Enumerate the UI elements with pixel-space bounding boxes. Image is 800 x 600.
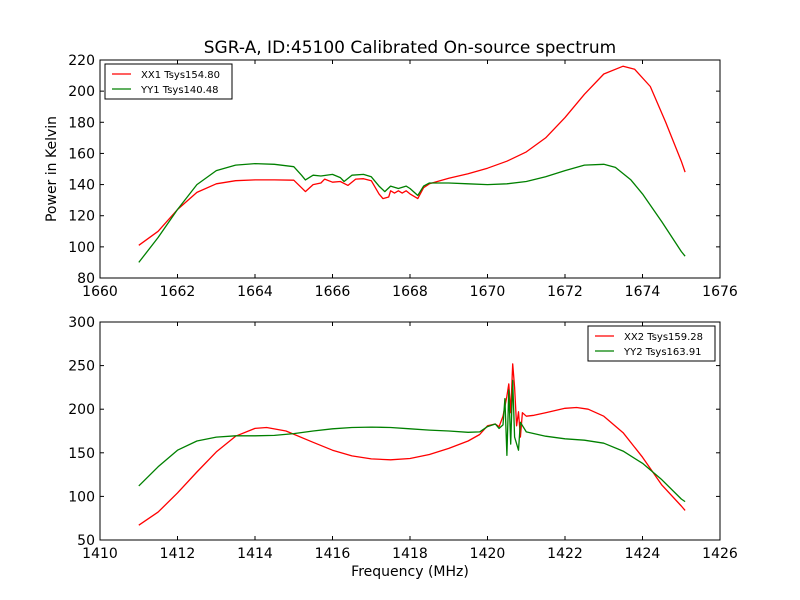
chart-title: SGR-A, ID:45100 Calibrated On-source spe… xyxy=(204,38,616,58)
bottom-y-tick-label: 300 xyxy=(68,315,95,331)
top-x-tick-label: 1666 xyxy=(315,284,351,300)
top-ticks: 1660 1662 1664 1666 1668 1670 1672 1674 1676 80 10… xyxy=(68,53,738,300)
bottom-x-tick-label: 1424 xyxy=(625,546,661,562)
bottom-x-tick-label: 1416 xyxy=(315,546,351,562)
top-x-tick-label: 1660 xyxy=(82,284,118,300)
top-x-tick-label: 1670 xyxy=(470,284,506,300)
top-y-tick-label: 160 xyxy=(68,146,95,162)
top-y-tick-label: 180 xyxy=(68,115,95,131)
bottom-y-tick-label: 150 xyxy=(68,446,95,462)
bottom-legend-label-xx2: XX2 Tsys159.28 xyxy=(624,332,703,343)
top-legend-label-xx1: XX1 Tsys154.80 xyxy=(141,70,220,81)
bottom-series-line-yy2 xyxy=(138,379,686,503)
top-series-line-xx1 xyxy=(138,65,686,246)
bottom-x-tick-label: 1414 xyxy=(237,546,273,562)
top-x-tick-label: 1662 xyxy=(160,284,196,300)
top-x-tick-label: 1674 xyxy=(625,284,661,300)
bottom-legend-label-yy2: YY2 Tsys163.91 xyxy=(623,347,702,358)
top-y-tick-label: 200 xyxy=(68,84,95,100)
bottom-x-axis-label: Frequency (MHz) xyxy=(351,564,469,580)
top-legend: XX1 Tsys154.80 YY1 Tsys140.48 xyxy=(104,63,233,100)
top-x-tick-label: 1676 xyxy=(702,284,738,300)
bottom-legend: XX2 Tsys159.28 YY2 Tsys163.91 xyxy=(587,325,716,362)
top-y-tick-label: 140 xyxy=(68,178,95,194)
top-x-tick-label: 1664 xyxy=(237,284,273,300)
top-legend-box xyxy=(104,63,233,100)
bottom-x-tick-label: 1422 xyxy=(547,546,583,562)
bottom-y-tick-label: 100 xyxy=(68,489,95,505)
top-series-lines xyxy=(138,65,686,263)
bottom-x-tick-label: 1418 xyxy=(392,546,428,562)
bottom-x-tick-label: 1412 xyxy=(160,546,196,562)
bottom-legend-box xyxy=(587,325,716,362)
bottom-series-line-xx2 xyxy=(138,363,686,526)
top-legend-label-yy1: YY1 Tsys140.48 xyxy=(140,85,219,96)
bottom-y-tick-label: 200 xyxy=(68,402,95,418)
top-axes: 1660 1662 1664 1666 1668 1670 1672 1674 1676 80 10… xyxy=(44,53,738,300)
top-y-tick-label: 80 xyxy=(77,271,95,287)
top-series-line-yy1 xyxy=(138,162,686,263)
bottom-y-tick-label: 50 xyxy=(77,533,95,549)
bottom-x-tick-label: 1420 xyxy=(470,546,506,562)
top-y-tick-label: 100 xyxy=(68,240,95,256)
top-y-axis-label: Power in Kelvin xyxy=(44,116,60,222)
bottom-x-tick-label: 1410 xyxy=(82,546,118,562)
bottom-ticks: 1410 1412 1414 1416 1418 1420 1422 1424 1426 50 10… xyxy=(68,315,738,562)
bottom-y-tick-label: 250 xyxy=(68,359,95,375)
top-y-tick-label: 220 xyxy=(68,53,95,69)
top-x-tick-label: 1668 xyxy=(392,284,428,300)
top-y-tick-label: 120 xyxy=(68,209,95,225)
top-x-tick-label: 1672 xyxy=(547,284,583,300)
bottom-series-lines xyxy=(138,363,686,526)
bottom-axes: 1410 1412 1414 1416 1418 1420 1422 1424 1426 50 10… xyxy=(68,315,738,580)
bottom-x-tick-label: 1426 xyxy=(702,546,738,562)
